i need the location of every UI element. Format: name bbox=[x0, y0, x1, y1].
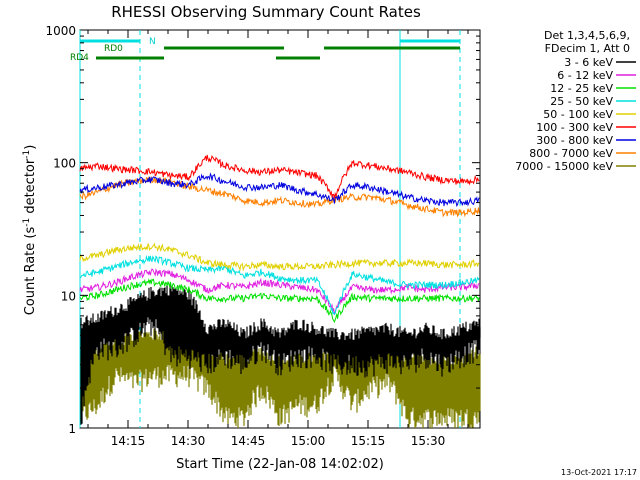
y-label-a: Count Rate (s bbox=[23, 227, 38, 316]
legend-header-1: Det 1,3,4,5,6,9, bbox=[544, 29, 630, 42]
flag-label-rd0: RD0 bbox=[104, 44, 123, 54]
y-label-c: ) bbox=[23, 145, 38, 150]
series-25-50-kev bbox=[79, 254, 480, 316]
x-tick-label: 15:15 bbox=[351, 434, 386, 448]
legend-entry-label: 7000 - 15000 keV bbox=[515, 160, 613, 173]
legend-entry-label: 25 - 50 keV bbox=[550, 95, 613, 108]
legend-entry-label: 100 - 300 keV bbox=[536, 121, 613, 134]
series-50-100-kev bbox=[79, 242, 480, 272]
series-layer bbox=[79, 154, 481, 428]
legend-header-2: FDecim 1, Att 0 bbox=[545, 42, 630, 55]
flag-label-n: N bbox=[149, 37, 156, 47]
series-100-300-kev bbox=[79, 154, 480, 199]
series-line bbox=[79, 172, 480, 207]
flag-label-rd4: RD4 bbox=[70, 53, 89, 63]
series-line bbox=[79, 268, 480, 315]
series-line bbox=[79, 176, 480, 218]
y-label-b: detector bbox=[23, 158, 38, 218]
y-label-sup2: -1 bbox=[22, 150, 32, 159]
legend-entry-label: 3 - 6 keV bbox=[564, 56, 613, 69]
x-tick-label: 14:30 bbox=[171, 434, 206, 448]
series-3-6-kev bbox=[80, 283, 481, 425]
series-300-800-kev bbox=[79, 172, 480, 207]
legend-entry-label: 50 - 100 keV bbox=[543, 108, 613, 121]
series-800-7000-kev bbox=[79, 176, 480, 218]
legend-entry-label: 300 - 800 keV bbox=[536, 134, 613, 147]
series-6-12-kev bbox=[79, 268, 480, 315]
y-axis: 1 10 100 1000 bbox=[45, 24, 480, 436]
x-axis-label: Start Time (22-Jan-08 14:02:02) bbox=[176, 457, 384, 472]
x-tick-label: 15:00 bbox=[291, 434, 326, 448]
y-tick-label: 1000 bbox=[45, 24, 76, 38]
legend-entry-label: 12 - 25 keV bbox=[550, 82, 613, 95]
series-fill-trace bbox=[80, 283, 481, 425]
x-axis: 14:15 14:30 14:45 15:00 15:15 15:30 bbox=[87, 30, 469, 448]
y-tick-label: 1 bbox=[68, 422, 76, 436]
legend-entry-label: 6 - 12 keV bbox=[557, 69, 613, 82]
y-axis-label: Count Rate (s-1 detector-1) bbox=[22, 145, 38, 316]
flag-bars bbox=[80, 39, 460, 60]
legend: Det 1,3,4,5,6,9, FDecim 1, Att 0 3 - 6 k… bbox=[515, 29, 636, 173]
timestamp: 13-Oct-2021 17:17 bbox=[561, 468, 637, 477]
legend-entry-label: 800 - 7000 keV bbox=[529, 147, 613, 160]
series-12-25-kev bbox=[79, 278, 480, 324]
y-tick-label: 100 bbox=[53, 157, 76, 171]
y-tick-label: 10 bbox=[61, 289, 76, 303]
x-tick-label: 14:45 bbox=[231, 434, 266, 448]
series-line bbox=[79, 278, 480, 324]
series-line bbox=[79, 254, 480, 316]
series-line bbox=[79, 154, 480, 199]
x-tick-label: 14:15 bbox=[111, 434, 146, 448]
series-line bbox=[79, 242, 480, 272]
x-tick-label: 15:30 bbox=[411, 434, 446, 448]
y-label-sup1: -1 bbox=[22, 218, 32, 227]
chart-title: RHESSI Observing Summary Count Rates bbox=[111, 3, 421, 21]
